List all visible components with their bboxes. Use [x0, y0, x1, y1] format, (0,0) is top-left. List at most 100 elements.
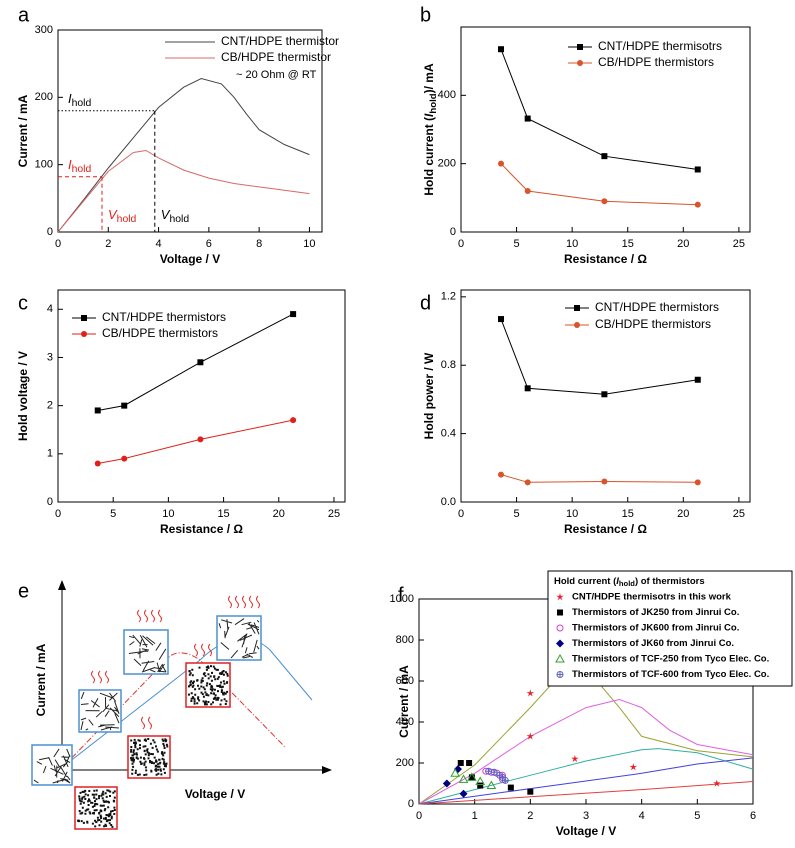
cnt-box [216, 615, 262, 661]
y-tick-label: 300 [35, 24, 53, 36]
marker [601, 153, 608, 160]
arrow [322, 766, 332, 774]
cb-particles [130, 738, 169, 776]
series-line [500, 49, 698, 170]
marker [694, 201, 701, 208]
y-tick-label: 600 [396, 675, 414, 687]
x-tick-label: 0 [458, 508, 464, 520]
series-line [57, 77, 310, 233]
legend-title-subscript: hold [619, 579, 635, 588]
x-axis-label: Voltage / V [556, 824, 616, 838]
x-tick-label: 0 [458, 238, 464, 250]
annotation: ~ 20 Ohm @ RT [236, 69, 317, 81]
marker [498, 46, 505, 53]
y-tick-label: 0 [47, 496, 53, 508]
panel-label: f [398, 584, 404, 606]
y-tick-label: 100 [35, 159, 53, 171]
cnt-network [218, 618, 260, 659]
hold-current-label-subscript: hold [72, 164, 92, 175]
heat-waves [141, 716, 152, 730]
x-tick-label: 5 [514, 508, 520, 520]
y-tick-label: 4 [47, 303, 53, 315]
hold-current-label-subscript: hold [72, 98, 92, 109]
cnt-network [33, 748, 71, 784]
marker [556, 639, 564, 648]
marker [498, 471, 505, 478]
y-axis-label-subscript: hold [428, 93, 439, 113]
legend-label: CNT/HDPE thermistors [595, 300, 719, 314]
heat-waves [91, 670, 109, 684]
cb-particles [188, 665, 229, 706]
x-tick-label: 3 [583, 810, 589, 822]
marker [524, 115, 531, 122]
legend-label: CB/HDPE thermistor [221, 50, 331, 64]
marker [524, 479, 531, 486]
plot-frame [57, 289, 346, 503]
x-tick-label: 15 [622, 508, 634, 520]
cnt-network [80, 691, 120, 731]
x-tick-label: 5 [110, 508, 116, 520]
marker [601, 478, 608, 485]
marker [81, 315, 87, 321]
marker [524, 385, 531, 392]
x-tick-label: 20 [677, 508, 689, 520]
marker [94, 460, 101, 467]
cb-particles [77, 789, 116, 828]
schematic-curve [63, 652, 287, 767]
reference-curve [418, 781, 754, 805]
x-tick-label: 1 [472, 810, 478, 822]
marker [442, 779, 451, 788]
marker [577, 44, 583, 50]
y-tick-label: 200 [438, 158, 456, 170]
x-tick-label: 5 [514, 238, 520, 250]
series-line [500, 318, 698, 395]
y-tick-label: 1000 [390, 593, 414, 605]
y-tick-label: 0.0 [441, 496, 456, 508]
marker [601, 198, 608, 205]
y-axis-label: Current / mA [34, 643, 48, 716]
x-tick-label: 0 [55, 508, 61, 520]
series-line [500, 474, 698, 483]
hold-voltage-label: Vhold [108, 207, 137, 224]
marker [498, 316, 505, 323]
marker [477, 782, 484, 789]
legend-title-part: Hold current ( [554, 576, 617, 587]
heat-waves [228, 595, 260, 609]
marker [571, 754, 579, 763]
marker [526, 689, 535, 697]
hold-voltage-label-symbol: V [161, 207, 171, 222]
marker [81, 331, 87, 337]
y-axis-label: Hold power / W [422, 352, 436, 439]
x-tick-label: 15 [217, 508, 229, 520]
heat-waves [194, 643, 212, 657]
panel-label: d [420, 292, 431, 314]
x-tick-label: 25 [733, 508, 745, 520]
legend-label: CNT/HDPE thermistor [221, 34, 339, 48]
x-tick-label: 6 [206, 238, 212, 250]
x-tick-label: 0 [55, 238, 61, 250]
marker [490, 768, 498, 776]
panel-label: b [420, 4, 431, 26]
marker [694, 479, 701, 486]
marker [197, 436, 204, 443]
legend-label: CB/HDPE thermistors [598, 55, 714, 69]
y-tick-label: 200 [396, 757, 414, 769]
y-tick-label: 0.4 [441, 428, 456, 440]
marker [524, 188, 531, 194]
hold-voltage-label: Vhold [161, 207, 190, 224]
legend-box [547, 570, 793, 687]
marker [457, 760, 464, 766]
hold-current-label-symbol: I [68, 91, 72, 106]
marker [527, 788, 534, 795]
marker [694, 376, 701, 383]
y-tick-label: 0.8 [441, 359, 456, 371]
legend-label: Thermistors of JK600 from Jinrui Co. [572, 623, 739, 634]
marker [290, 417, 297, 424]
hold-voltage-label-symbol: V [108, 207, 118, 222]
x-tick-label: 20 [677, 238, 689, 250]
y-tick-label: 400 [396, 716, 414, 728]
x-axis-label: Resistance / Ω [160, 522, 243, 536]
legend-title: Hold current (Ihold) of thermistors [554, 576, 705, 588]
marker [557, 609, 563, 616]
